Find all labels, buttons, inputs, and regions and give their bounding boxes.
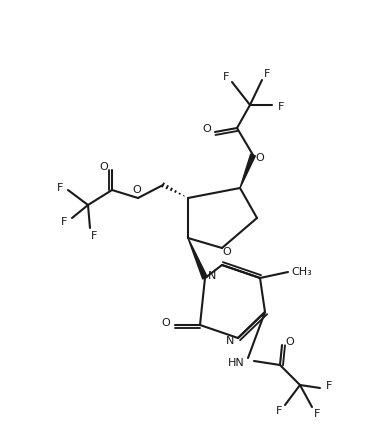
Text: F: F [314,409,320,419]
Text: O: O [100,162,108,172]
Text: F: F [91,231,97,241]
Text: CH₃: CH₃ [292,267,312,277]
Text: HN: HN [228,358,244,368]
Text: O: O [286,337,294,347]
Text: N: N [226,336,234,346]
Polygon shape [240,154,255,188]
Text: F: F [276,406,282,416]
Text: O: O [132,185,142,195]
Text: F: F [278,102,284,112]
Text: O: O [256,153,264,163]
Text: F: F [264,69,270,79]
Text: F: F [61,217,67,227]
Text: F: F [326,381,332,391]
Text: O: O [162,318,171,328]
Text: F: F [223,72,229,82]
Text: N: N [208,271,216,281]
Polygon shape [188,238,207,279]
Text: O: O [223,247,231,257]
Text: O: O [203,124,211,134]
Text: F: F [57,183,63,193]
